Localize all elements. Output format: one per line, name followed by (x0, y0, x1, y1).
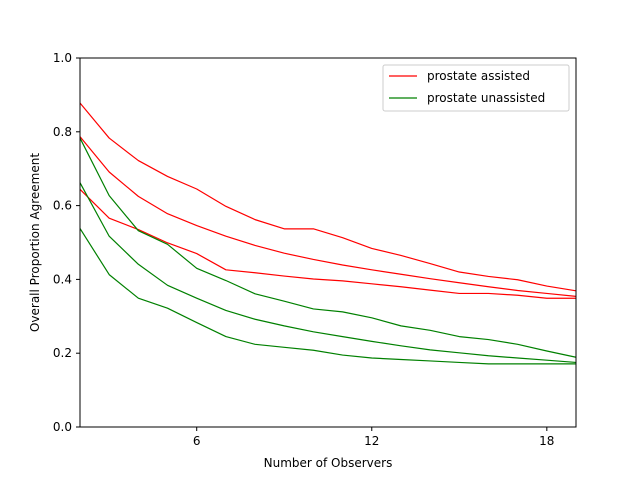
series-line-2 (79, 136, 577, 297)
y-axis: 0.0 0.2 0.4 0.6 0.8 1.0 (53, 51, 80, 434)
series-line-4 (79, 137, 577, 358)
x-tick-label: 18 (539, 434, 554, 448)
legend-label-1: prostate assisted (427, 69, 530, 83)
series-line-1 (79, 102, 577, 292)
legend: prostate assisted prostate unassisted (382, 64, 570, 112)
series-line-6 (79, 228, 576, 365)
legend-box (382, 64, 570, 112)
series-layer (79, 102, 577, 365)
series-line-3 (79, 188, 576, 299)
x-tick-label: 12 (364, 434, 379, 448)
x-axis-label: Number of Observers (264, 456, 393, 470)
y-tick-label: 0.8 (53, 125, 72, 139)
series-line-5 (79, 182, 577, 364)
y-tick-label: 0.6 (53, 199, 72, 213)
y-tick-label: 0.4 (53, 272, 72, 286)
y-tick-label: 0.2 (53, 346, 72, 360)
y-tick-label: 0.0 (53, 420, 72, 434)
plot-frame (79, 57, 577, 428)
y-axis-label: Overall Proportion Agreement (28, 153, 42, 332)
x-tick-label: 6 (193, 434, 201, 448)
legend-label-2: prostate unassisted (427, 91, 545, 105)
y-tick-label: 1.0 (53, 51, 72, 65)
legend-items: prostate assisted prostate unassisted (389, 69, 545, 105)
x-axis: 6 12 18 (193, 427, 554, 448)
